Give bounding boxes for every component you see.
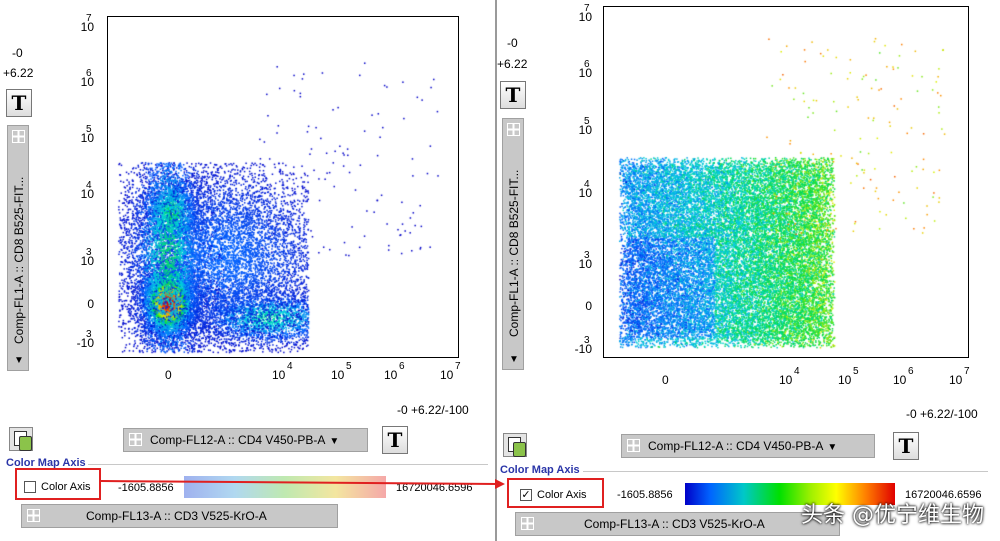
y-axis-parameter-dropdown[interactable]: Comp-FL1-A :: CD8 B525-FIT... ▼ [7,125,29,371]
color-scale-bar [184,476,386,498]
grid-icon [27,509,40,522]
y-tick-label: 10 6 [578,59,592,80]
color-axis-checkbox[interactable]: ✓ Color Axis [517,485,587,505]
highlight-box [507,478,604,508]
watermark-text: 头条 @优宁维生物 [801,503,984,528]
x-axis-parameter-label: Comp-FL12-A :: CD4 V450-PB-A [648,439,824,453]
y-text-button[interactable]: T [6,89,32,117]
color-range-max: 16720046.6596 [396,482,473,494]
y-scale-top: -0 [507,36,518,50]
grid-icon [129,433,142,446]
grid-icon [627,439,640,452]
grid-icon [507,123,520,136]
y-scale-bottom: +6.22 [3,66,34,80]
x-tick-label: 10 5 [838,366,859,387]
y-tick-label: 10 6 [80,68,94,89]
y-tick-label: 0 [87,297,94,311]
x-tick-label: 0 [662,373,669,387]
x-tick-label: 10 6 [893,366,914,387]
color-mapped-plot-right[interactable] [603,6,969,358]
x-text-button[interactable]: T [382,426,408,454]
x-axis-parameter-dropdown[interactable]: Comp-FL12-A :: CD4 V450-PB-A ▼ [123,428,368,452]
y-tick-label: 10 4 [80,180,94,201]
color-range-min: -1605.8856 [617,489,673,501]
chevron-down-icon: ▼ [827,442,838,453]
checkbox[interactable] [24,481,36,493]
x-tick-label: 10 7 [440,361,461,382]
y-axis-parameter-dropdown[interactable]: Comp-FL1-A :: CD8 B525-FIT... ▼ [502,118,524,370]
color-scale-bar [685,483,895,505]
copy-plot-icon[interactable] [503,433,527,457]
section-divider [583,471,988,472]
x-scale-label: -0 +6.22/-100 [906,407,978,421]
highlight-box [15,468,101,500]
y-tick-label: 10 5 [578,116,592,137]
scatter-density-canvas [108,17,458,357]
color-parameter-dropdown[interactable]: Comp-FL13-A :: CD3 V525-KrO-A [515,512,840,536]
chevron-down-icon: ▼ [14,355,24,366]
y-text-button[interactable]: T [500,81,526,109]
x-text-button[interactable]: T [893,432,919,460]
y-axis-parameter-label: Comp-FL1-A :: CD8 B525-FIT... [12,176,26,344]
x-tick-label: 10 5 [331,361,352,382]
x-tick-label: 0 [165,368,172,382]
color-range-max: 16720046.6596 [905,489,982,501]
x-tick-label: 10 4 [272,361,293,382]
plot-panel-right: -0 +6.22 T Comp-FL1-A :: CD8 B525-FIT...… [495,0,990,541]
y-tick-label: -10 3 [76,329,94,350]
color-axis-label: Color Axis [537,489,587,501]
chevron-down-icon: ▼ [509,354,519,365]
color-parameter-label: Comp-FL13-A :: CD3 V525-KrO-A [584,517,765,531]
section-divider [88,464,488,465]
x-axis-parameter-dropdown[interactable]: Comp-FL12-A :: CD4 V450-PB-A ▼ [621,434,875,458]
y-tick-label: -10 3 [574,335,592,356]
grid-icon [521,517,534,530]
y-tick-label: 10 4 [578,179,592,200]
plot-panel-left: -0 +6.22 T Comp-FL1-A :: CD8 B525-FIT...… [0,0,495,541]
x-tick-label: 10 7 [949,366,970,387]
grid-icon [12,130,25,143]
x-tick-label: 10 4 [779,366,800,387]
y-tick-label: 10 7 [578,3,592,24]
density-plot-left[interactable] [107,16,459,358]
scatter-colormap-canvas [604,7,968,357]
color-parameter-label: Comp-FL13-A :: CD3 V525-KrO-A [86,509,267,523]
y-scale-top: -0 [12,46,23,60]
x-tick-label: 10 6 [384,361,405,382]
y-tick-label: 0 [585,299,592,313]
color-map-axis-title: Color Map Axis [6,457,86,469]
copy-plot-icon[interactable] [9,427,33,451]
y-tick-label: 10 7 [80,13,94,34]
y-tick-label: 10 3 [80,247,94,268]
y-tick-label: 10 3 [578,250,592,271]
color-axis-checkbox[interactable]: Color Axis [21,477,91,497]
x-scale-label: -0 +6.22/-100 [397,403,469,417]
x-axis-parameter-label: Comp-FL12-A :: CD4 V450-PB-A [150,433,326,447]
color-range-min: -1605.8856 [118,482,174,494]
checkbox[interactable]: ✓ [520,489,532,501]
color-map-axis-title: Color Map Axis [500,464,580,476]
color-parameter-dropdown[interactable]: Comp-FL13-A :: CD3 V525-KrO-A [21,504,338,528]
chevron-down-icon: ▼ [329,436,340,447]
y-scale-bottom: +6.22 [497,57,528,71]
color-axis-label: Color Axis [41,481,91,493]
y-tick-label: 10 5 [80,124,94,145]
y-axis-parameter-label: Comp-FL1-A :: CD8 B525-FIT... [507,169,521,337]
